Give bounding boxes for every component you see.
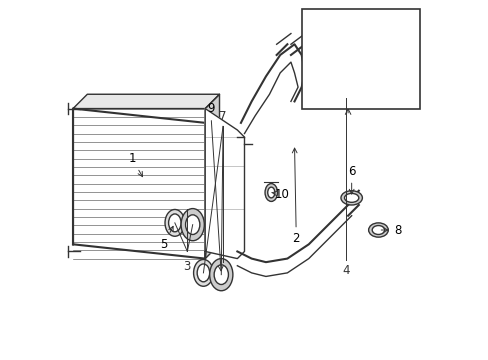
Text: 5: 5 bbox=[160, 226, 173, 251]
Ellipse shape bbox=[164, 210, 184, 236]
Text: 10: 10 bbox=[271, 188, 289, 201]
Ellipse shape bbox=[267, 187, 274, 198]
Ellipse shape bbox=[214, 265, 228, 284]
Polygon shape bbox=[205, 109, 244, 258]
Polygon shape bbox=[73, 109, 205, 258]
Ellipse shape bbox=[356, 61, 378, 91]
Ellipse shape bbox=[371, 226, 384, 234]
Ellipse shape bbox=[181, 208, 204, 241]
Text: 3: 3 bbox=[183, 260, 191, 273]
Text: 2: 2 bbox=[292, 148, 300, 246]
Polygon shape bbox=[205, 94, 219, 258]
Ellipse shape bbox=[340, 191, 362, 205]
Ellipse shape bbox=[317, 61, 339, 91]
Text: 9: 9 bbox=[206, 102, 223, 271]
Ellipse shape bbox=[193, 260, 213, 286]
Text: 8: 8 bbox=[381, 224, 401, 237]
Ellipse shape bbox=[209, 258, 232, 291]
Polygon shape bbox=[73, 94, 219, 109]
Bar bbox=[301, 9, 419, 109]
Ellipse shape bbox=[264, 184, 277, 202]
Text: 1: 1 bbox=[128, 152, 142, 177]
Text: 6: 6 bbox=[347, 165, 355, 194]
Text: 4: 4 bbox=[342, 264, 349, 277]
Ellipse shape bbox=[197, 264, 209, 282]
Ellipse shape bbox=[344, 193, 358, 202]
Text: 7: 7 bbox=[219, 110, 226, 123]
Ellipse shape bbox=[350, 53, 384, 100]
Ellipse shape bbox=[368, 223, 387, 237]
Ellipse shape bbox=[311, 53, 345, 100]
Ellipse shape bbox=[168, 214, 181, 232]
Ellipse shape bbox=[185, 215, 200, 234]
